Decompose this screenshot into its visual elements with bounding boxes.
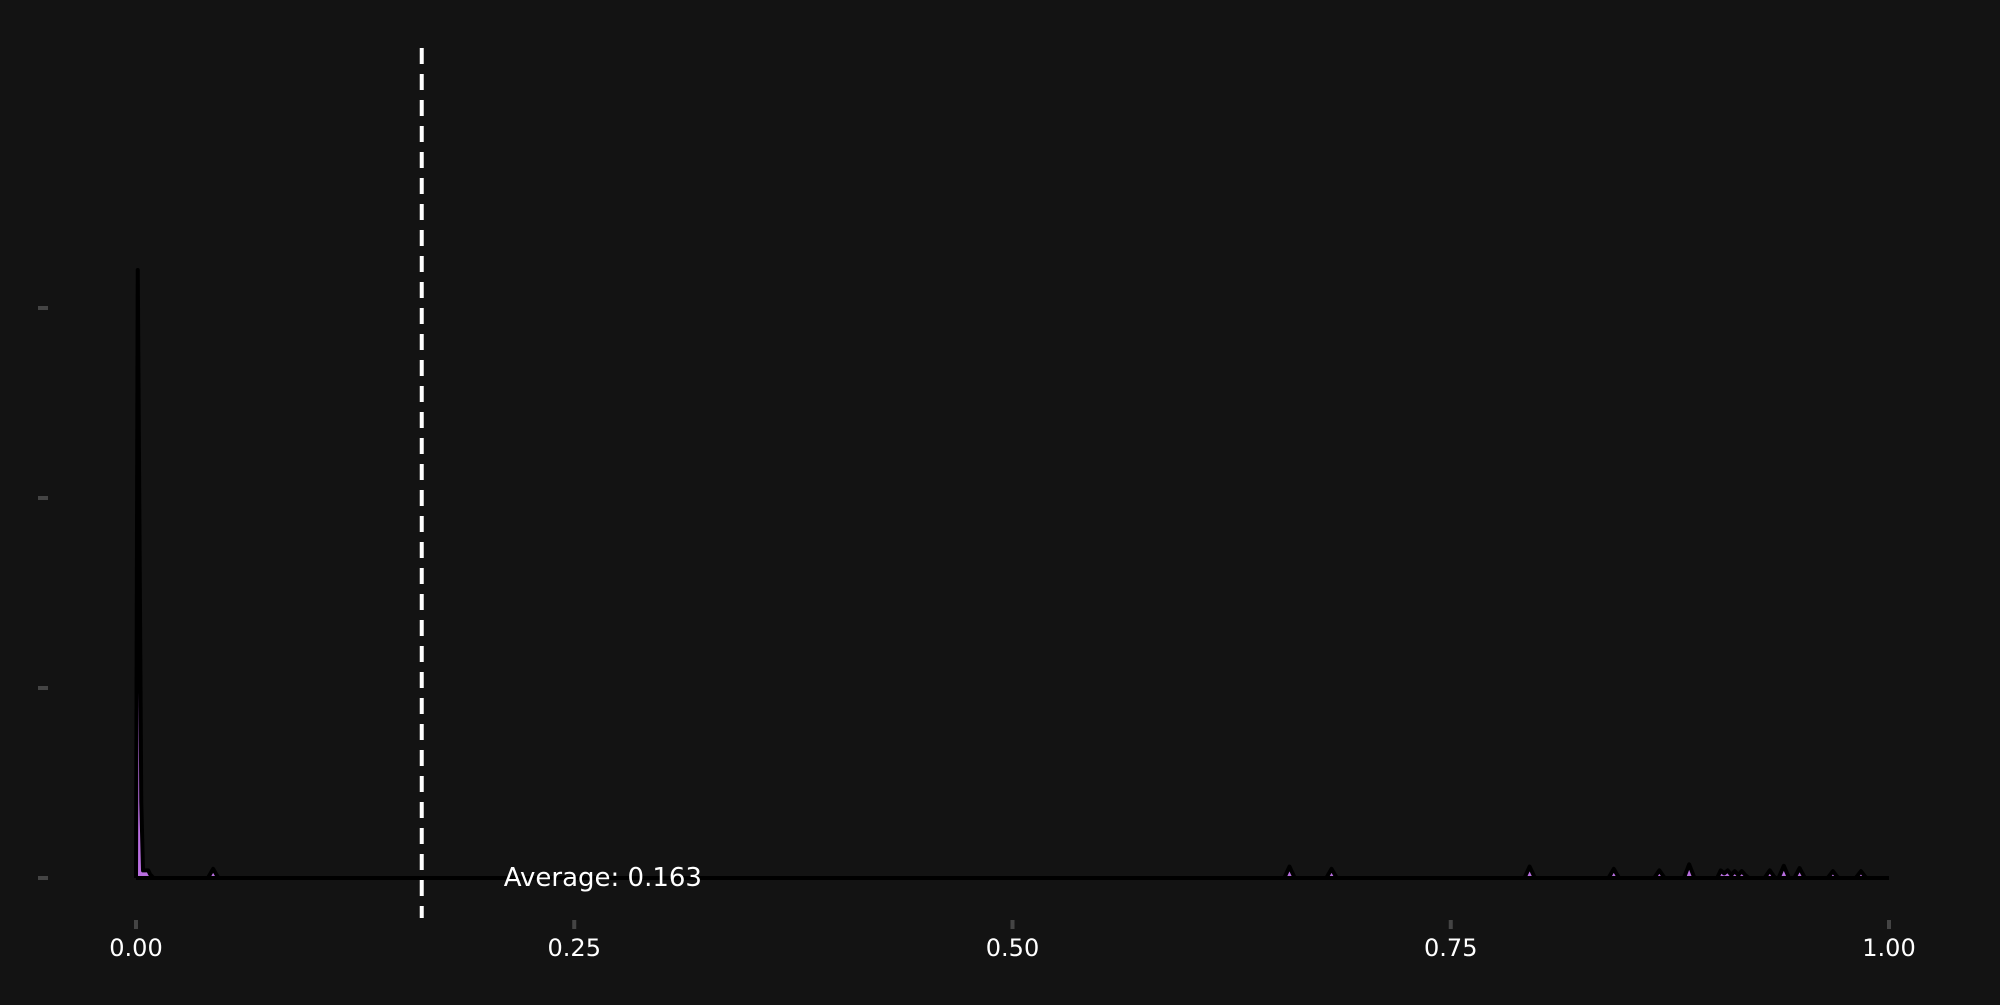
x-tick-label: 0.00 — [109, 934, 162, 962]
x-tick-label: 0.25 — [548, 934, 601, 962]
density-series — [134, 268, 1889, 880]
y-axis-ticks — [38, 306, 48, 880]
x-tick-label: 0.75 — [1424, 934, 1477, 962]
x-tick-label: 1.00 — [1862, 934, 1915, 962]
density-outline — [134, 268, 1889, 880]
x-tick-label: 0.50 — [986, 934, 1039, 962]
density-area — [136, 270, 1867, 878]
x-axis-ticks: 0.00 0.25 0.50 0.75 1.00 — [109, 920, 1916, 962]
average-label: Average: 0.163 — [504, 863, 702, 893]
